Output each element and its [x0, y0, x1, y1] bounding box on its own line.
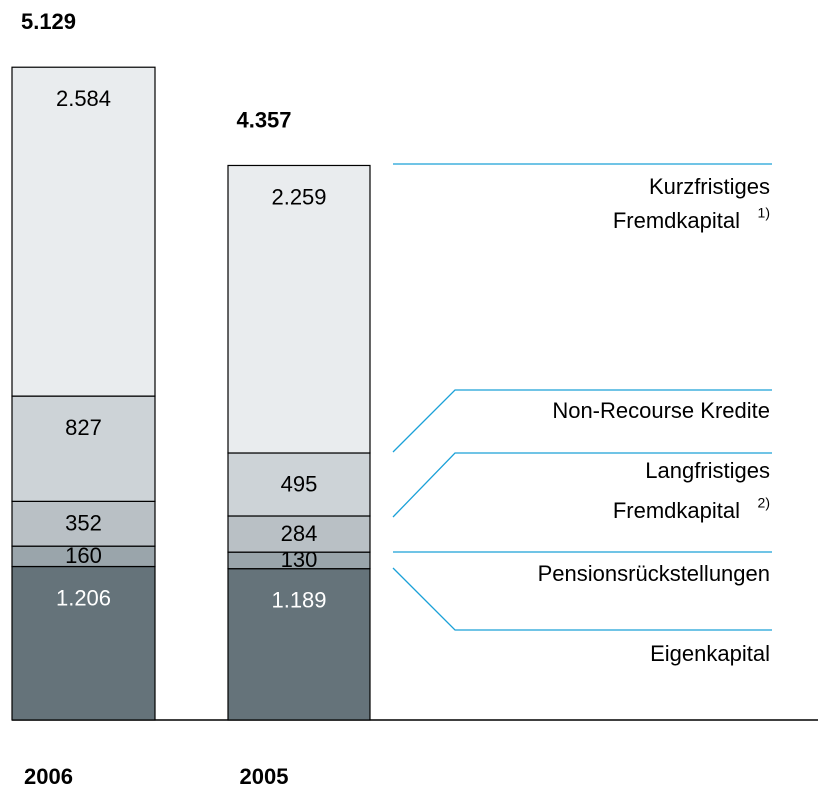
total-label: 4.357	[236, 107, 291, 132]
legend-label: Pensionsrückstellungen	[538, 561, 770, 586]
legend-label: Langfristiges Fremdkapital	[613, 458, 770, 523]
value-label: 495	[281, 471, 318, 496]
legend-line	[392, 452, 772, 518]
value-label: 1.206	[56, 585, 111, 610]
x-tick-label: 2006	[24, 764, 73, 789]
bar-segment	[11, 395, 156, 502]
value-label: 284	[281, 521, 318, 546]
value-label: 2.259	[271, 184, 326, 209]
legend-line	[392, 567, 772, 631]
legend-label: Kurzfristiges Fremdkapital	[613, 174, 770, 233]
legend-footnote: 1)	[758, 205, 770, 221]
bar-segment	[227, 164, 371, 454]
legend-label: Non-Recourse Kredite	[552, 398, 770, 423]
legend-line	[392, 389, 772, 453]
legend-label: Eigenkapital	[650, 641, 770, 666]
value-label: 1.189	[271, 587, 326, 612]
value-label: 2.584	[56, 86, 111, 111]
bar-segment	[11, 66, 156, 397]
bar-segment	[227, 515, 371, 553]
bar-segment	[11, 500, 156, 547]
legend-footnote: 2)	[758, 495, 770, 511]
x-tick-label: 2005	[240, 764, 289, 789]
bar-segment	[11, 565, 156, 721]
value-label: 352	[65, 511, 102, 536]
value-label: 827	[65, 415, 102, 440]
bar-segment	[227, 568, 371, 721]
value-label: 160	[65, 543, 102, 568]
bar-segment	[227, 452, 371, 517]
total-label: 5.129	[21, 9, 76, 34]
